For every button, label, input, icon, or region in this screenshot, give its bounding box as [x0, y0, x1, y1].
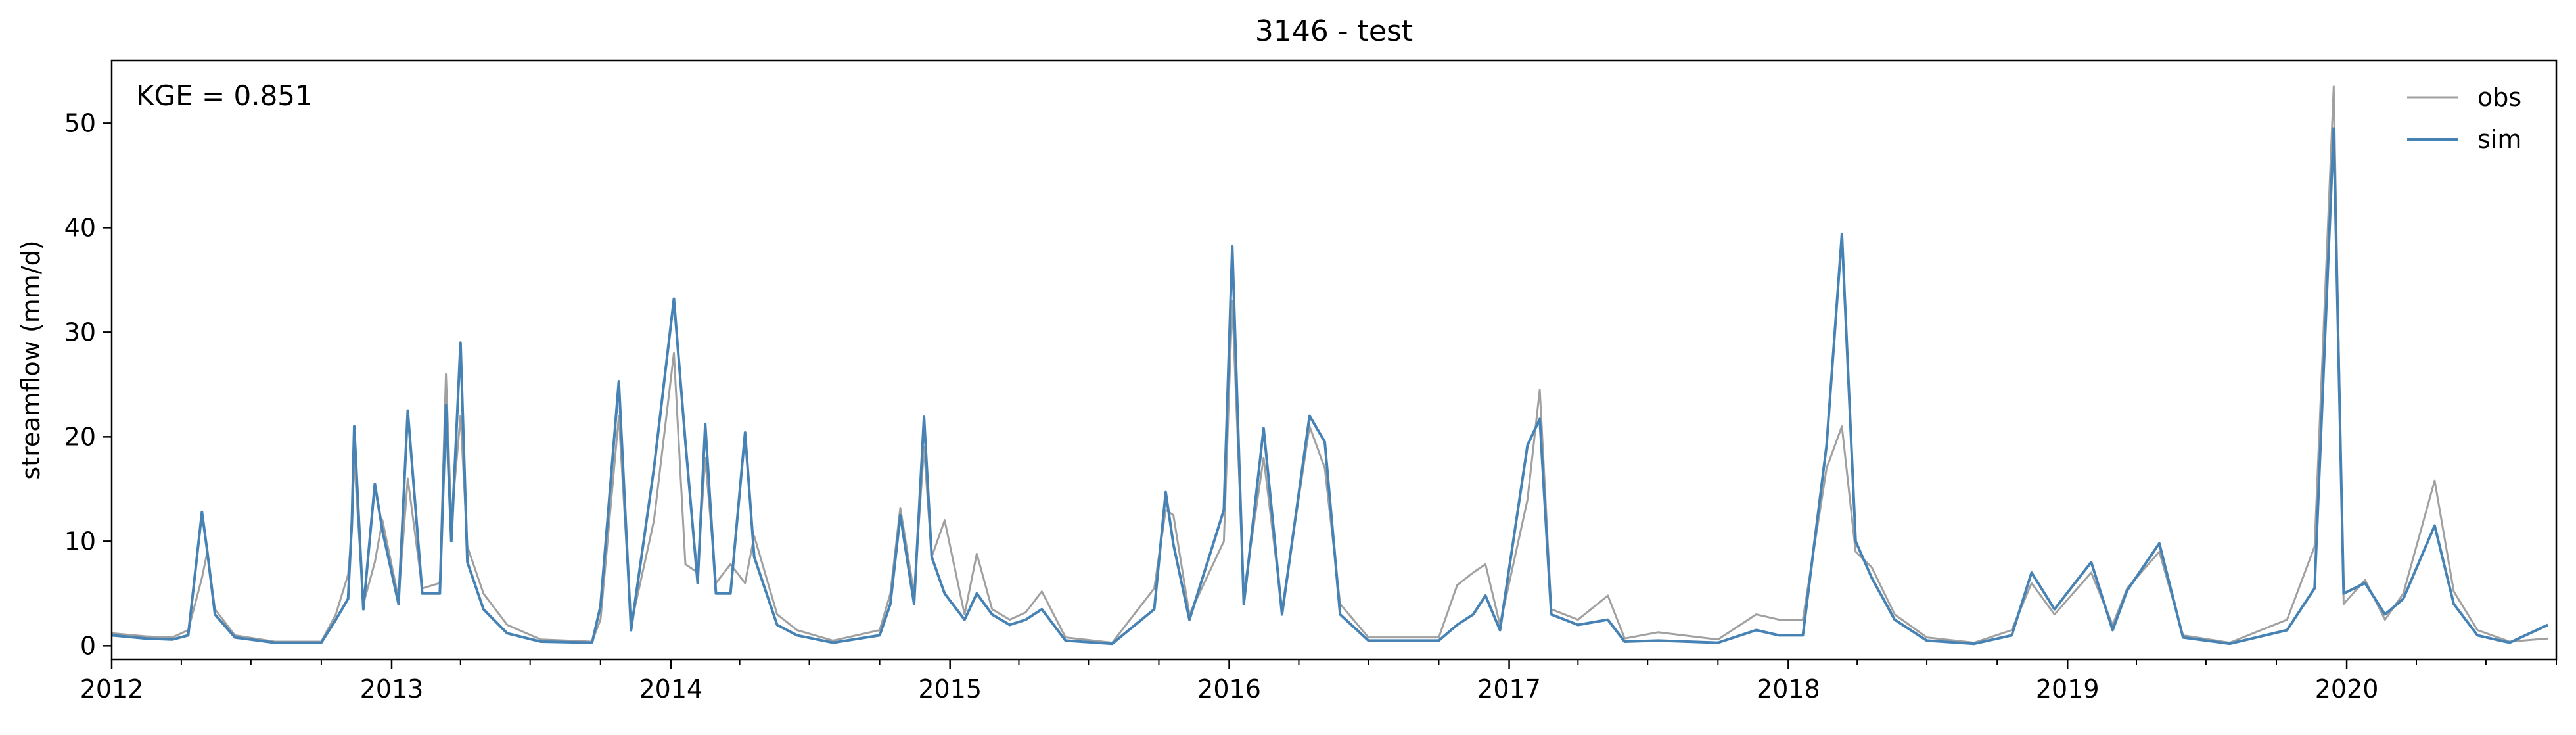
- y-tick-label: 40: [64, 213, 96, 242]
- legend-label-sim: sim: [2477, 125, 2521, 154]
- y-tick-label: 50: [64, 108, 96, 137]
- y-axis-label: streamflow (mm/d): [16, 240, 45, 479]
- y-tick-label: 20: [64, 422, 96, 451]
- plot-frame: [110, 59, 2558, 661]
- x-tick-label: 2020: [2315, 675, 2379, 703]
- legend-label-obs: obs: [2477, 83, 2521, 112]
- x-tick-label: 2014: [639, 675, 702, 703]
- x-tick-label: 2018: [1757, 675, 1820, 703]
- x-tick-label: 2017: [1477, 675, 1541, 703]
- x-tick-label: 2019: [2036, 675, 2100, 703]
- kge-annotation: KGE = 0.851: [136, 80, 313, 112]
- y-tick-label: 0: [80, 631, 96, 660]
- y-tick-label: 10: [64, 527, 96, 556]
- plot-area: [110, 59, 2558, 661]
- series-layer: [112, 85, 2549, 646]
- x-tick-label: 2012: [80, 675, 144, 703]
- chart-title: 3146 - test: [1255, 14, 1413, 48]
- series-line-obs: [112, 85, 2548, 644]
- y-axis: 0 10 20 30 40 50: [64, 108, 112, 660]
- x-tick-label: 2013: [360, 675, 424, 703]
- y-tick-label: 30: [64, 318, 96, 346]
- legend: obs sim: [2407, 83, 2521, 154]
- series-line-sim: [112, 127, 2549, 646]
- x-axis: 2012 2013 2014 2015 2016 2017 2018 2019 2020: [80, 659, 2557, 703]
- x-tick-label: 2016: [1197, 675, 1261, 703]
- x-tick-label: 2015: [918, 675, 982, 703]
